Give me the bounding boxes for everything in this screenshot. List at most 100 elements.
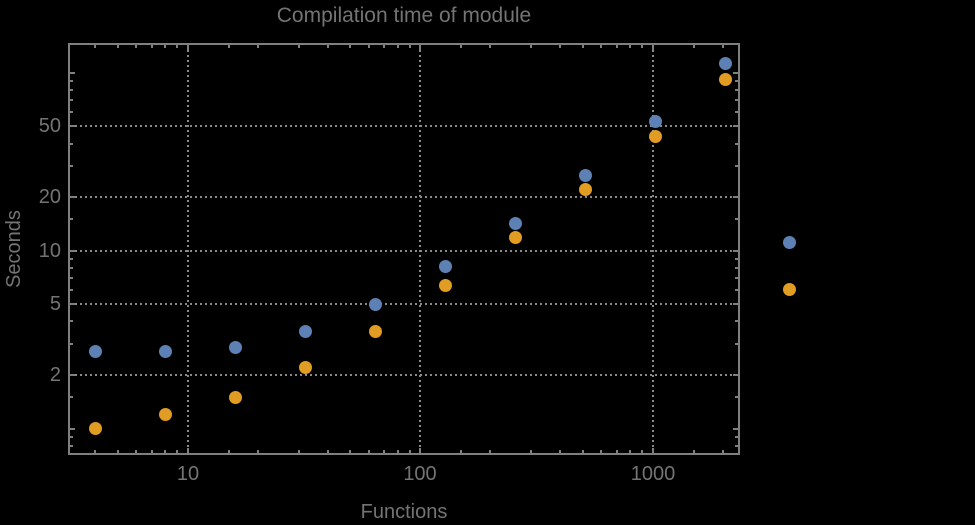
y-tick: [733, 72, 738, 74]
data-point-blue: [88, 345, 102, 359]
y-tick: [735, 396, 738, 398]
x-tick: [397, 450, 399, 453]
data-point-orange: [718, 72, 732, 86]
x-tick: [176, 45, 178, 48]
x-tick: [327, 450, 329, 453]
x-tick: [94, 45, 96, 48]
x-tick: [349, 450, 351, 453]
data-point-blue: [368, 297, 382, 311]
x-tick: [582, 450, 584, 453]
x-tick: [164, 450, 166, 453]
x-tick: [600, 450, 602, 453]
x-tick: [489, 45, 491, 48]
y-tick: [70, 125, 75, 127]
y-tick: [735, 436, 738, 438]
y-tick: [735, 267, 738, 269]
x-tick: [616, 450, 618, 453]
x-tick: [530, 45, 532, 48]
x-tick: [419, 448, 421, 453]
x-tick: [327, 45, 329, 48]
x-axis-title: Functions: [360, 501, 448, 523]
data-point-blue: [508, 216, 522, 230]
y-tick: [735, 218, 738, 220]
x-tick: [419, 45, 421, 50]
data-point-blue: [718, 56, 732, 70]
x-tick: [559, 45, 561, 48]
x-tick: [409, 45, 411, 48]
data-point-orange: [298, 361, 312, 375]
y-tick: [735, 165, 738, 167]
data-point-orange: [438, 278, 452, 292]
x-tick: [228, 45, 230, 48]
gridline-horizontal: [70, 374, 738, 376]
x-tick: [409, 450, 411, 453]
y-tick: [70, 111, 73, 113]
gridline-vertical: [187, 45, 189, 453]
y-tick: [70, 428, 75, 430]
y-tick: [735, 289, 738, 291]
y-tick: [70, 196, 75, 198]
data-point-blue: [158, 345, 172, 359]
x-tick: [559, 450, 561, 453]
y-tick: [735, 80, 738, 82]
x-tick: [600, 45, 602, 48]
x-tick: [629, 450, 631, 453]
y-tick: [70, 277, 73, 279]
y-tick: [70, 267, 73, 269]
y-tick: [733, 374, 738, 376]
x-tick: [176, 450, 178, 453]
y-tick-label: 5: [49, 293, 61, 315]
data-point-orange: [648, 129, 662, 143]
x-tick: [164, 45, 166, 48]
gridline-horizontal: [70, 196, 738, 198]
x-tick: [368, 450, 370, 453]
x-tick: [257, 45, 259, 48]
x-tick: [187, 45, 189, 50]
x-tick: [349, 45, 351, 48]
legend-marker-orange: [782, 282, 796, 296]
x-tick: [582, 45, 584, 48]
y-tick: [735, 258, 738, 260]
gridline-horizontal: [70, 303, 738, 305]
data-point-orange: [228, 390, 242, 404]
y-tick: [735, 89, 738, 91]
y-tick: [70, 303, 75, 305]
y-tick: [735, 99, 738, 101]
y-tick: [70, 445, 73, 447]
chart-title: Compilation time of module: [276, 4, 532, 27]
y-tick-label: 10: [38, 240, 61, 262]
y-tick: [70, 343, 73, 345]
plot-frame: [68, 43, 740, 455]
y-tick: [70, 72, 75, 74]
data-point-orange: [368, 325, 382, 339]
y-tick: [70, 396, 73, 398]
y-tick: [70, 258, 73, 260]
y-tick: [735, 445, 738, 447]
y-tick: [70, 99, 73, 101]
data-point-blue: [438, 260, 452, 274]
x-tick: [257, 450, 259, 453]
y-tick: [735, 143, 738, 145]
x-tick: [117, 450, 119, 453]
x-tick: [117, 45, 119, 48]
x-tick: [641, 45, 643, 48]
x-tick: [693, 450, 695, 453]
data-point-orange: [158, 407, 172, 421]
x-tick: [530, 450, 532, 453]
x-tick: [94, 450, 96, 453]
y-tick: [70, 165, 73, 167]
x-tick: [629, 45, 631, 48]
x-tick: [397, 45, 399, 48]
x-tick: [298, 45, 300, 48]
x-tick: [383, 45, 385, 48]
y-tick: [70, 289, 73, 291]
y-tick: [70, 80, 73, 82]
gridline-vertical: [652, 45, 654, 453]
data-point-blue: [298, 325, 312, 339]
y-tick-label: 2: [49, 364, 61, 386]
x-tick: [151, 45, 153, 48]
x-tick: [460, 45, 462, 48]
y-tick: [70, 374, 75, 376]
y-tick: [70, 89, 73, 91]
